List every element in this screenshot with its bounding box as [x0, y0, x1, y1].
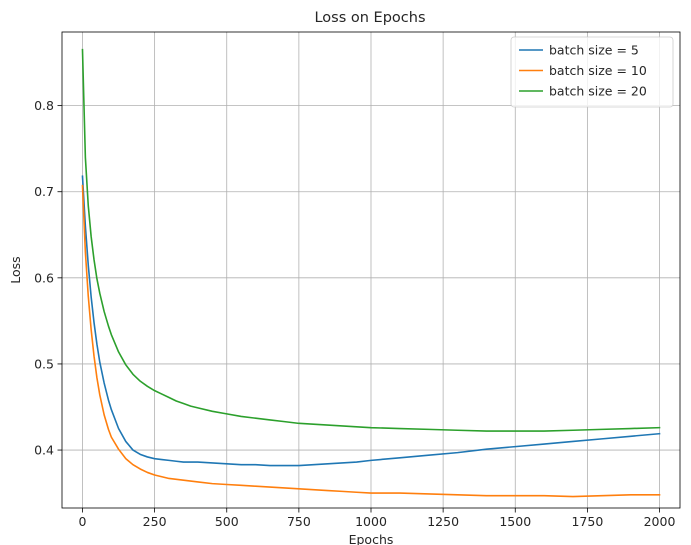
y-axis: 0.4 0.5 0.6 0.7 0.8: [34, 98, 62, 458]
series-line-3: [81, 48, 661, 432]
x-tick-label: 0: [79, 514, 87, 529]
x-tick-label: 1500: [499, 514, 531, 529]
x-axis-label: Epochs: [349, 532, 394, 545]
series-line-1: [81, 175, 661, 467]
x-axis: 0 250 500 750 1000 1250 1500 1750 2000: [79, 508, 676, 529]
series-layer: [81, 48, 661, 498]
y-tick-label: 0.6: [34, 270, 54, 285]
x-tick-label: 1000: [355, 514, 387, 529]
legend-box: [510, 36, 674, 108]
y-axis-label: Loss: [8, 256, 23, 283]
legend-label: batch size = 20: [549, 84, 647, 99]
legend-label: batch size = 10: [549, 63, 647, 78]
x-tick-label: 1250: [427, 514, 459, 529]
x-tick-label: 500: [215, 514, 239, 529]
legend: batch size = 5 batch size = 10 batch size …: [510, 36, 674, 108]
x-tick-label: 1750: [571, 514, 603, 529]
grid: [62, 32, 680, 508]
y-tick-label: 0.5: [34, 356, 54, 371]
x-tick-label: 2000: [644, 514, 676, 529]
y-tick-label: 0.7: [34, 184, 54, 199]
chart-title: Loss on Epochs: [314, 10, 425, 26]
y-tick-label: 0.4: [34, 443, 54, 458]
x-tick-label: 250: [143, 514, 167, 529]
series-line-2: [81, 184, 661, 498]
y-tick-label: 0.8: [34, 98, 54, 113]
legend-label: batch size = 5: [549, 43, 639, 58]
x-tick-label: 750: [287, 514, 311, 529]
